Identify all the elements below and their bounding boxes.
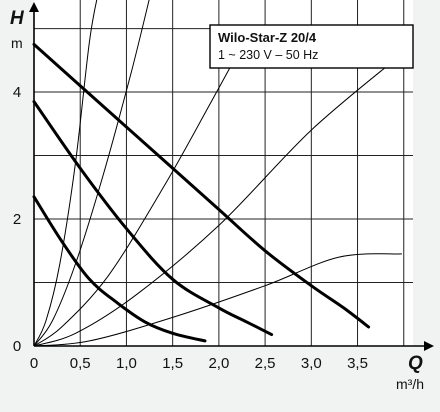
x-tick-label: 3,0 xyxy=(301,355,322,372)
y-tick-label: 4 xyxy=(13,84,21,101)
y-tick-label: 2 xyxy=(13,211,21,228)
system-curve xyxy=(34,28,252,346)
system-curve xyxy=(34,0,150,346)
x-tick-label: 0,5 xyxy=(70,355,91,372)
x-axis-arrow xyxy=(424,341,434,351)
y-tick-label: 0 xyxy=(13,338,21,355)
x-axis-unit: m³/h xyxy=(396,376,424,392)
pump-curves-layer xyxy=(32,42,371,343)
system-curve xyxy=(34,53,403,346)
system-curve xyxy=(34,0,98,346)
y-axis-symbol: H xyxy=(10,8,25,29)
x-tick-label: 1,0 xyxy=(116,355,137,372)
system-curve xyxy=(34,253,402,346)
axis-layer xyxy=(29,2,434,351)
tick-labels-layer: 0 0,5 1,0 1,5 2,0 2,5 3,0 3,5 0 2 4 xyxy=(13,84,368,372)
legend-box: Wilo-Star-Z 20/4 1 ~ 230 V – 50 Hz xyxy=(209,24,414,69)
x-tick-label: 1,5 xyxy=(162,355,183,372)
x-tick-label: 2,5 xyxy=(255,355,276,372)
legend-frame xyxy=(209,24,414,69)
x-axis-symbol: Q xyxy=(408,353,423,374)
y-axis-unit: m xyxy=(11,35,23,51)
x-tick-label: 3,5 xyxy=(347,355,368,372)
pump-curve xyxy=(32,42,371,329)
chart-subtitle: 1 ~ 230 V – 50 Hz xyxy=(218,48,318,62)
y-axis-arrow xyxy=(29,2,39,12)
x-tick-label: 2,0 xyxy=(208,355,229,372)
system-curves-layer xyxy=(34,0,403,346)
pump-curve xyxy=(32,100,274,337)
chart-title: Wilo-Star-Z 20/4 xyxy=(218,30,317,45)
x-tick-label: 0 xyxy=(30,355,38,372)
pump-curve xyxy=(32,195,207,343)
